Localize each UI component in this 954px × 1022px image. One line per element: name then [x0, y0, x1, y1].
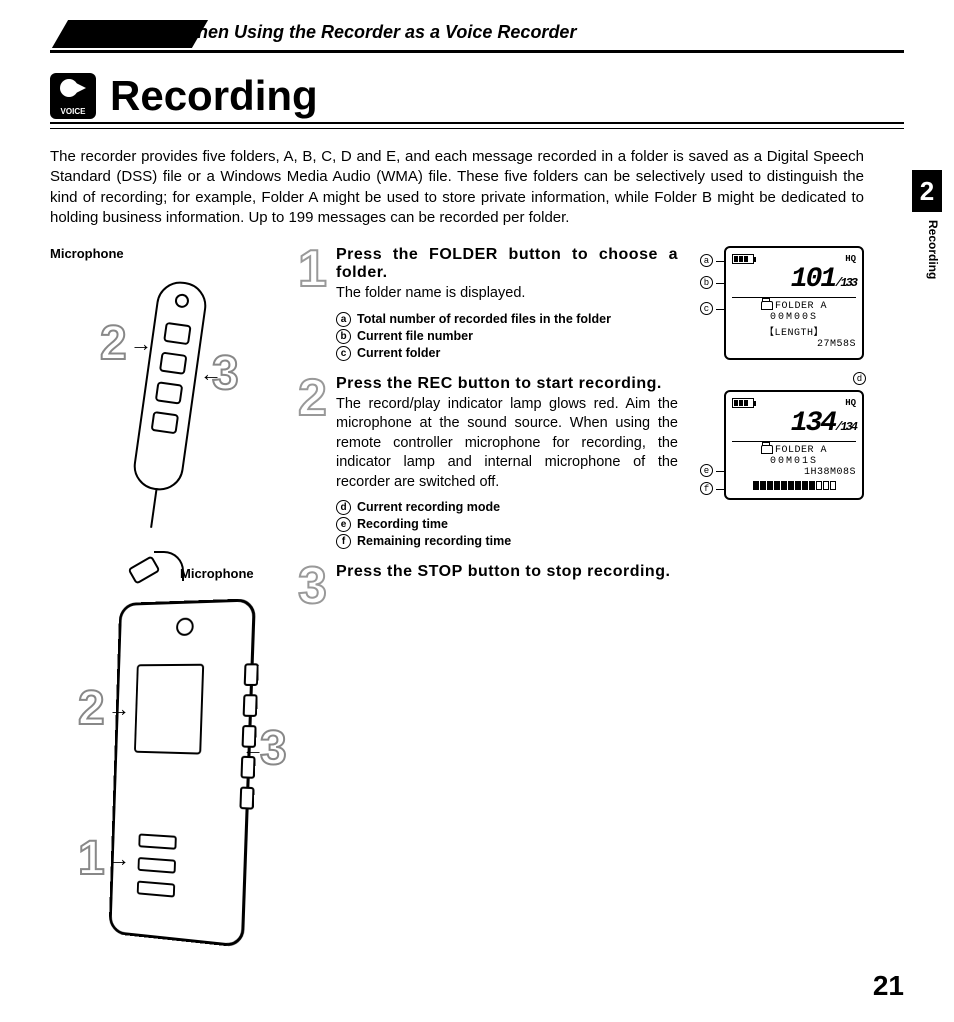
step-head-pre: Press the	[336, 563, 417, 580]
page-number: 21	[873, 970, 904, 1002]
annot-text: Current recording mode	[357, 500, 500, 514]
lcd-folder: FOLDER A	[775, 301, 827, 312]
lcd-display-1: a b c HQ 101/133 FOLDER A 00M00S 【LENGTH…	[724, 246, 864, 360]
callout-number-1-recorder: 1	[78, 831, 105, 886]
lcd-time: 00M00S	[732, 312, 856, 323]
lcd-file-number: 134/134	[732, 410, 856, 438]
step-head-post: button to start recording.	[453, 375, 662, 392]
chapter-tab: 2	[912, 170, 942, 212]
step-head-pre: Press the	[336, 375, 417, 392]
annot-text: Current folder	[357, 346, 440, 360]
lcd-rec-time: 00M01S	[732, 456, 856, 467]
step-heading: Press the STOP button to stop recording.	[336, 563, 678, 581]
lcd-callout-e: e	[700, 464, 713, 477]
battery-icon	[732, 398, 754, 408]
lcd-folder: FOLDER A	[775, 445, 827, 456]
annotation-list: dCurrent recording mode eRecording time …	[336, 500, 678, 549]
annot-mark: a	[336, 312, 351, 327]
arrow-icon: →	[130, 331, 152, 357]
intro-paragraph: The recorder provides five folders, A, B…	[50, 147, 904, 228]
callout-number-3-recorder: 3	[260, 721, 287, 776]
arrow-icon: →	[242, 736, 264, 762]
lcd-remain: 1H38M08S	[732, 467, 856, 478]
lcd-progress-bar	[732, 481, 856, 490]
microphone-label-top: Microphone	[50, 246, 280, 261]
lcd-hq: HQ	[845, 254, 856, 264]
folder-icon	[761, 301, 773, 310]
step-number: 3	[298, 563, 332, 610]
lcd-length-label: 【LENGTH】	[732, 323, 856, 339]
step-heading: Press the FOLDER button to choose a fold…	[336, 246, 678, 282]
steps-column: 1 Press the FOLDER button to choose a fo…	[298, 246, 678, 941]
lcd-callout-c: c	[700, 302, 713, 315]
device-illustration: 2 → 3 → Microphone 2 → 3 → 1 →	[50, 261, 280, 941]
callout-number-2-recorder: 2	[78, 681, 105, 736]
step-head-keyword: STOP	[417, 563, 462, 580]
page-title: Recording	[110, 72, 318, 120]
lcd-display-2: d e f HQ 134/134 FOLDER A 00M01S 1H38M08…	[724, 390, 864, 500]
lcd-callout-b: b	[700, 276, 713, 289]
step-3: 3 Press the STOP button to stop recordin…	[298, 563, 678, 610]
section-banner: When Using the Recorder as a Voice Recor…	[50, 20, 904, 58]
annot-text: Current file number	[357, 329, 473, 343]
callout-number-2-remote: 2	[100, 316, 127, 371]
plug-drawing	[130, 551, 170, 591]
step-head-keyword: REC	[417, 375, 452, 392]
annot-mark: c	[336, 346, 351, 361]
title-row: VOICE Recording	[50, 72, 904, 120]
lcd-callout-f: f	[700, 482, 713, 495]
banner-underline	[50, 50, 904, 53]
lcd-length-value: 27M58S	[732, 339, 856, 350]
voice-icon-label: VOICE	[61, 107, 86, 116]
arrow-icon: →	[108, 846, 130, 872]
step-number: 2	[298, 375, 332, 552]
arrow-icon: →	[200, 361, 222, 387]
lcd-total: /133	[835, 276, 856, 290]
step-number: 1	[298, 246, 332, 363]
microphone-label-mid: Microphone	[180, 566, 254, 581]
title-rule-thick	[50, 122, 904, 124]
annot-text: Recording time	[357, 517, 448, 531]
title-rule-thin	[50, 128, 904, 129]
lcd-hq: HQ	[845, 398, 856, 408]
step-head-keyword: FOLDER	[429, 246, 498, 263]
step-1: 1 Press the FOLDER button to choose a fo…	[298, 246, 678, 363]
step-head-post: button to stop recording.	[463, 563, 671, 580]
lcd-column: a b c HQ 101/133 FOLDER A 00M00S 【LENGTH…	[696, 246, 866, 941]
step-heading: Press the REC button to start recording.	[336, 375, 678, 393]
step-head-pre: Press the	[336, 246, 429, 263]
lcd-callout-a: a	[700, 254, 713, 267]
annotation-list: a Total number of recorded files in the f…	[336, 312, 678, 361]
annot-mark: d	[336, 500, 351, 515]
lcd-callout-d: d	[853, 372, 866, 385]
folder-icon	[761, 445, 773, 454]
battery-icon	[732, 254, 754, 264]
annot-mark: f	[336, 534, 351, 549]
annot-text: Total number of recorded files in the fo…	[357, 312, 611, 326]
lcd-main-number: 134	[791, 408, 835, 439]
lcd-total: /134	[835, 420, 856, 434]
step-body: The folder name is displayed.	[336, 284, 678, 304]
recorder-body-drawing	[109, 598, 256, 948]
step-2: 2 Press the REC button to start recordin…	[298, 375, 678, 552]
annot-mark: e	[336, 517, 351, 532]
lcd-main-number: 101	[791, 264, 835, 295]
banner-text: When Using the Recorder as a Voice Recor…	[180, 22, 576, 43]
lcd-file-number: 101/133	[732, 266, 856, 294]
step-body: The record/play indicator lamp glows red…	[336, 395, 678, 493]
arrow-icon: →	[108, 696, 130, 722]
remote-controller-drawing	[131, 279, 210, 494]
voice-icon: VOICE	[50, 73, 96, 119]
annot-text: Remaining recording time	[357, 534, 511, 548]
annot-mark: b	[336, 329, 351, 344]
chapter-side-label: Recording	[926, 220, 940, 279]
